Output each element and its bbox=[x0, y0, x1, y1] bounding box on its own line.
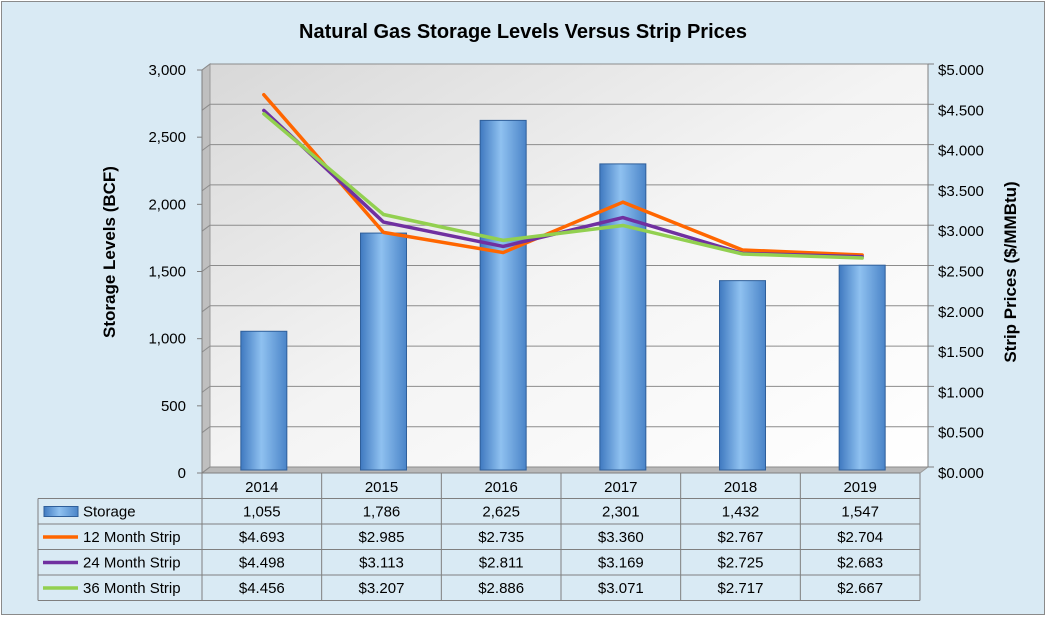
y2-tick-label: $0.500 bbox=[938, 425, 984, 442]
data-label: 1,432 bbox=[722, 504, 760, 521]
category-label: 2016 bbox=[484, 479, 517, 496]
y2-tick-label: $3.500 bbox=[938, 183, 984, 200]
data-label: 2,301 bbox=[602, 504, 640, 521]
y2-tick-label: $5.000 bbox=[938, 62, 984, 79]
category-label: 2018 bbox=[724, 479, 757, 496]
bar-2016 bbox=[479, 119, 527, 471]
data-label: $3.207 bbox=[359, 580, 405, 597]
y2-tick-label: $4.500 bbox=[938, 102, 984, 119]
gridline-wall bbox=[201, 305, 211, 313]
data-label: $3.360 bbox=[598, 529, 644, 546]
y2-tick-label: $2.500 bbox=[938, 264, 984, 281]
line-36-month-strip bbox=[262, 112, 864, 260]
bar-2015 bbox=[360, 232, 407, 471]
data-label: $3.169 bbox=[598, 555, 644, 572]
data-label: $2.704 bbox=[837, 529, 883, 546]
bar-2017 bbox=[599, 163, 647, 471]
bar-2014 bbox=[240, 330, 288, 471]
y2-axis-label: Strip Prices ($/MMBtu) bbox=[1001, 181, 1020, 362]
y2-tick-label: $0.000 bbox=[938, 465, 984, 482]
gridline-wall bbox=[201, 345, 211, 353]
data-label: $2.886 bbox=[478, 580, 524, 597]
y-tick-label: 1,500 bbox=[148, 264, 186, 281]
y-tick-label: 2,500 bbox=[148, 129, 186, 146]
y2-tick-label: $1.000 bbox=[938, 384, 984, 401]
data-label: 2,625 bbox=[482, 504, 520, 521]
data-label: $2.717 bbox=[718, 580, 764, 597]
gridline-wall bbox=[201, 63, 211, 71]
y2-tick-label: $2.000 bbox=[938, 304, 984, 321]
data-label: $2.811 bbox=[479, 555, 524, 572]
bar-2019 bbox=[838, 264, 886, 471]
category-label: 2017 bbox=[604, 479, 637, 496]
data-label: $2.683 bbox=[837, 555, 883, 572]
gridline-wall bbox=[201, 385, 211, 393]
legend-label: 12 Month Strip bbox=[83, 529, 181, 546]
data-label: 1,055 bbox=[243, 504, 281, 521]
y-tick-label: 500 bbox=[161, 398, 186, 415]
category-label: 2014 bbox=[245, 479, 278, 496]
data-label: $3.113 bbox=[359, 555, 404, 572]
y-tick-label: 3,000 bbox=[148, 62, 186, 79]
gridline-wall bbox=[201, 144, 211, 152]
data-label: $2.735 bbox=[478, 529, 524, 546]
plot-floor bbox=[200, 466, 930, 474]
y2-tick-label: $4.000 bbox=[938, 143, 984, 160]
chart-title: Natural Gas Storage Levels Versus Strip … bbox=[299, 21, 747, 43]
y-axis-label: Storage Levels (BCF) bbox=[100, 166, 119, 338]
bar-2018 bbox=[719, 280, 766, 471]
y-tick-label: 2,000 bbox=[148, 196, 186, 213]
y-tick-label: 1,000 bbox=[148, 331, 186, 348]
data-label: $2.985 bbox=[359, 529, 405, 546]
data-label: $4.456 bbox=[239, 580, 285, 597]
data-label: $4.693 bbox=[239, 529, 285, 546]
data-label: 1,786 bbox=[363, 504, 401, 521]
legend-label: 36 Month Strip bbox=[83, 580, 181, 597]
legend-label: Storage bbox=[83, 504, 136, 521]
gridline-wall bbox=[201, 265, 211, 272]
gridline-wall bbox=[201, 184, 211, 192]
legend-label: 24 Month Strip bbox=[83, 555, 181, 572]
gridline-wall bbox=[201, 426, 211, 434]
data-label: $2.667 bbox=[837, 580, 883, 597]
gridline-wall bbox=[201, 103, 211, 111]
legend-key-storage bbox=[43, 506, 79, 517]
data-label: 1,547 bbox=[841, 504, 879, 521]
category-label: 2015 bbox=[365, 479, 398, 496]
data-label: $2.725 bbox=[718, 555, 764, 572]
data-label: $2.767 bbox=[718, 529, 764, 546]
line-12-month-strip bbox=[262, 92, 864, 257]
y2-tick-label: $3.000 bbox=[938, 223, 984, 240]
y2-tick-label: $1.500 bbox=[938, 344, 984, 361]
data-label: $4.498 bbox=[239, 555, 285, 572]
gridline-wall bbox=[201, 466, 211, 474]
category-label: 2019 bbox=[843, 479, 876, 496]
gridline-wall bbox=[201, 224, 211, 232]
data-label: $3.071 bbox=[598, 580, 644, 597]
y-tick-label: 0 bbox=[178, 465, 186, 482]
